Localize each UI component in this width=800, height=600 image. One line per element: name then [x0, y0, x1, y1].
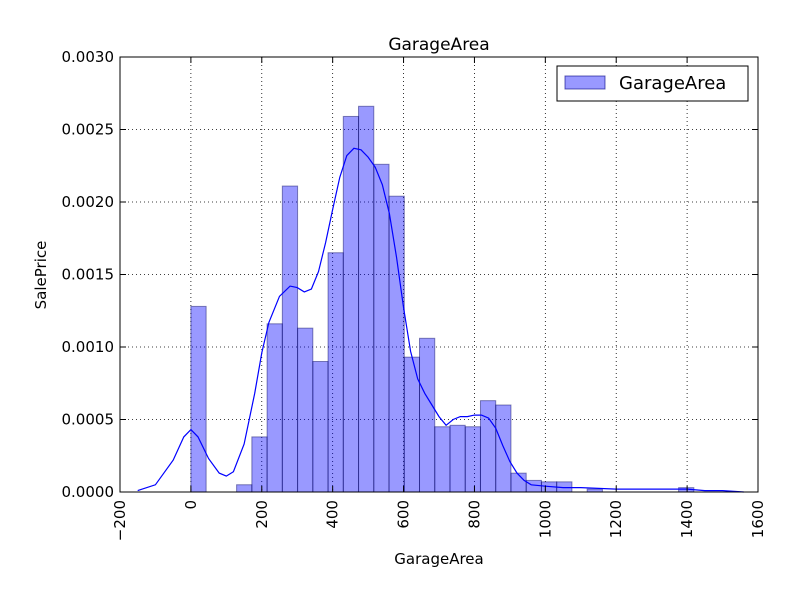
- y-tick-label: 0.0025: [62, 121, 115, 139]
- histogram-bar: [236, 484, 253, 493]
- histogram-bar: [510, 472, 527, 493]
- histogram-bar: [312, 361, 329, 493]
- y-tick-label: 0.0010: [62, 338, 115, 356]
- y-tick-label: 0.0030: [62, 48, 115, 66]
- x-tick-label: 1400: [678, 500, 696, 538]
- histogram-bar: [388, 195, 405, 493]
- histogram-bar: [251, 436, 268, 493]
- y-tick-label: 0.0000: [62, 483, 115, 501]
- legend-box: [556, 65, 749, 102]
- histogram-bar: [479, 400, 497, 493]
- histogram-bar: [327, 252, 344, 493]
- x-axis-label: GarageArea: [394, 550, 483, 568]
- histogram-bar: [419, 337, 436, 493]
- y-tick-label: 0.0020: [62, 193, 115, 211]
- x-tick-label: −200: [111, 500, 129, 541]
- y-tick-label: 0.0015: [62, 266, 115, 284]
- legend-label: GarageArea: [619, 73, 726, 94]
- histogram-bar: [281, 185, 299, 493]
- x-tick-label: 1600: [749, 500, 767, 538]
- y-axis-label: SalePrice: [32, 241, 50, 310]
- x-tick-label: 1000: [536, 500, 554, 538]
- axis-ticks: −200 0 200 400 600 800 1000 1200 1400 1600 0.0000 0…: [62, 48, 768, 541]
- histogram-bar: [495, 404, 512, 493]
- histogram-bar: [464, 426, 481, 493]
- histogram-bar: [449, 424, 466, 493]
- x-tick-label: 1200: [607, 500, 625, 538]
- x-tick-label: 400: [324, 500, 342, 529]
- histogram-bar: [525, 479, 542, 493]
- histogram-bar: [190, 305, 207, 493]
- y-tick-label: 0.0005: [62, 411, 115, 429]
- x-tick-label: 200: [253, 500, 271, 529]
- histogram-bar: [373, 163, 390, 493]
- legend-swatch: [564, 75, 606, 90]
- histogram-bar: [342, 115, 360, 493]
- histogram-bar: [297, 327, 314, 493]
- histogram-bar: [434, 426, 451, 493]
- legend: GarageArea: [556, 65, 749, 102]
- x-tick-label: 600: [395, 500, 413, 529]
- x-tick-label: 0: [182, 500, 200, 510]
- histogram-bar: [358, 105, 375, 493]
- histogram-bar: [266, 323, 283, 493]
- chart-title: GarageArea: [388, 35, 489, 55]
- kde-line: [137, 147, 744, 493]
- x-tick-label: 800: [465, 500, 483, 529]
